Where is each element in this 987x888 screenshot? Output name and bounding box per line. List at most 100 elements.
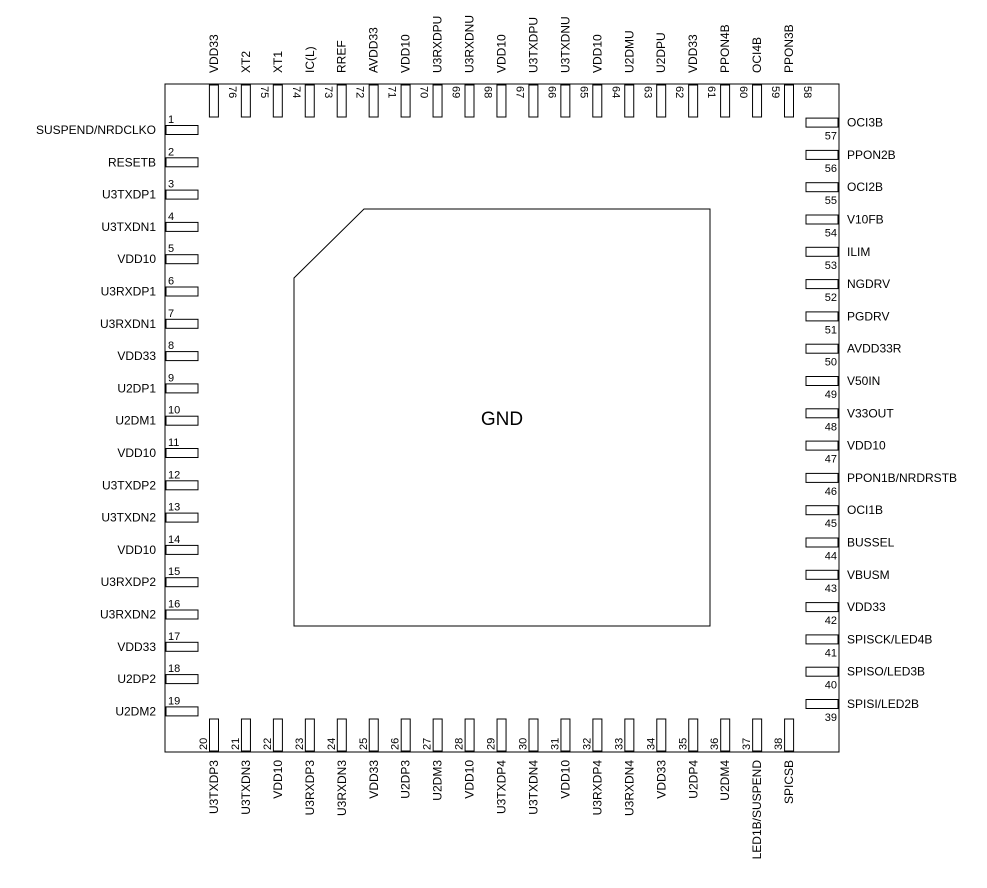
pin-name: PPON3B [782, 24, 796, 73]
pin-number: 34 [645, 738, 657, 750]
pin-number: 72 [354, 86, 366, 98]
pin-name: VDD33 [207, 34, 221, 73]
pin-number: 18 [168, 663, 180, 675]
pin-right [805, 634, 839, 645]
pin-name: PPON4B [718, 24, 732, 73]
pin-name: VDD33 [686, 34, 700, 73]
pin-left [165, 674, 199, 685]
pin-right [805, 699, 839, 709]
pin-top [208, 84, 219, 118]
pin-number: 31 [549, 738, 561, 750]
pin-left [165, 189, 199, 200]
pin-top [688, 84, 699, 118]
pin-name: U3RXDNU [463, 15, 477, 73]
pin-number: 54 [825, 228, 837, 240]
pin-bottom [209, 718, 219, 752]
pin-left [165, 544, 199, 555]
pin-number: 4 [168, 211, 174, 223]
pin-name: U3TXDP1 [102, 188, 156, 202]
pin-number: 5 [168, 243, 174, 255]
pin-number: 73 [322, 86, 334, 98]
pin-number: 51 [825, 324, 837, 336]
pin-bottom [272, 718, 283, 752]
pin-bottom [560, 718, 571, 752]
pin-name: VDD10 [463, 760, 477, 799]
pin-number: 46 [825, 486, 837, 498]
pin-bottom [304, 718, 315, 752]
pin-bottom [432, 718, 443, 752]
pin-number: 23 [294, 738, 306, 750]
pin-number: 67 [513, 86, 525, 98]
pin-name: VDD10 [117, 446, 156, 460]
pin-name: U2DP3 [399, 760, 413, 799]
pin-name: VDD10 [494, 34, 508, 73]
pin-name: OCI1B [847, 503, 883, 517]
pin-number: 20 [198, 738, 210, 750]
pin-top [624, 84, 635, 118]
pin-left [165, 512, 199, 523]
pin-number: 69 [450, 86, 462, 98]
pin-number: 40 [825, 680, 837, 692]
pin-name: OCI2B [847, 180, 883, 194]
pin-bottom [400, 718, 411, 752]
pin-name: VDD33 [654, 760, 668, 799]
pin-top [752, 84, 763, 118]
pin-number: 8 [168, 340, 174, 352]
pin-bottom [624, 718, 635, 752]
pin-right [805, 311, 839, 322]
pin-bottom [464, 718, 475, 752]
pin-name: VBUSM [847, 568, 890, 582]
pin-name: AVDD33R [847, 342, 902, 356]
pin-number: 11 [168, 437, 179, 449]
pin-number: 61 [705, 86, 717, 98]
pin-name: U2DP2 [117, 672, 156, 686]
pin-bottom [592, 718, 603, 752]
pin-name: U3RXDN1 [100, 317, 156, 331]
pin-name: VDD33 [367, 760, 381, 799]
pin-top [368, 84, 379, 118]
pin-bottom [752, 718, 763, 752]
pin-number: 1 [168, 114, 174, 126]
pin-name: U2DPU [654, 32, 668, 73]
pin-name: U3TXDP2 [102, 478, 156, 492]
pin-name: BUSSEL [847, 536, 895, 550]
pin-name: NGDRV [847, 277, 890, 291]
pin-number: 47 [825, 454, 837, 466]
pin-number: 24 [326, 738, 338, 750]
pin-number: 60 [737, 86, 749, 98]
pin-number: 68 [482, 86, 494, 98]
pin-name: U3RXDN2 [100, 608, 156, 622]
pin-right [805, 117, 839, 128]
gnd-exposed-pad [293, 208, 711, 627]
pin-left [165, 318, 199, 329]
pin-left [165, 125, 199, 135]
pin-name: U3RXDP2 [101, 575, 157, 589]
pin-number: 2 [168, 146, 174, 158]
pin-right [805, 279, 839, 290]
pin-name: VDD10 [399, 34, 413, 73]
pin-name: U3TXDN3 [239, 760, 253, 815]
pin-number: 14 [168, 534, 180, 546]
pin-number: 43 [825, 583, 837, 595]
pin-name: VDD10 [847, 439, 886, 453]
pin-name: IC(L) [303, 46, 317, 73]
center-label: GND [481, 409, 523, 430]
pin-right [805, 537, 839, 548]
pin-number: 45 [825, 518, 837, 530]
pin-number: 57 [825, 131, 837, 143]
pin-right [805, 376, 839, 386]
pin-top [272, 84, 283, 118]
pin-number: 17 [168, 631, 180, 643]
pin-name: LED1B/SUSPEND [750, 760, 764, 860]
pin-name: VDD33 [847, 600, 886, 614]
pin-name: V33OUT [847, 406, 894, 420]
pin-number: 35 [677, 738, 689, 750]
pin-name: VDD10 [117, 543, 156, 557]
pin-bottom [784, 718, 795, 752]
pin-name: RESETB [108, 155, 156, 169]
pin-number: 64 [609, 86, 621, 98]
pin-name: V50IN [847, 374, 880, 388]
pin-top [656, 84, 667, 118]
pin-right [805, 602, 839, 613]
